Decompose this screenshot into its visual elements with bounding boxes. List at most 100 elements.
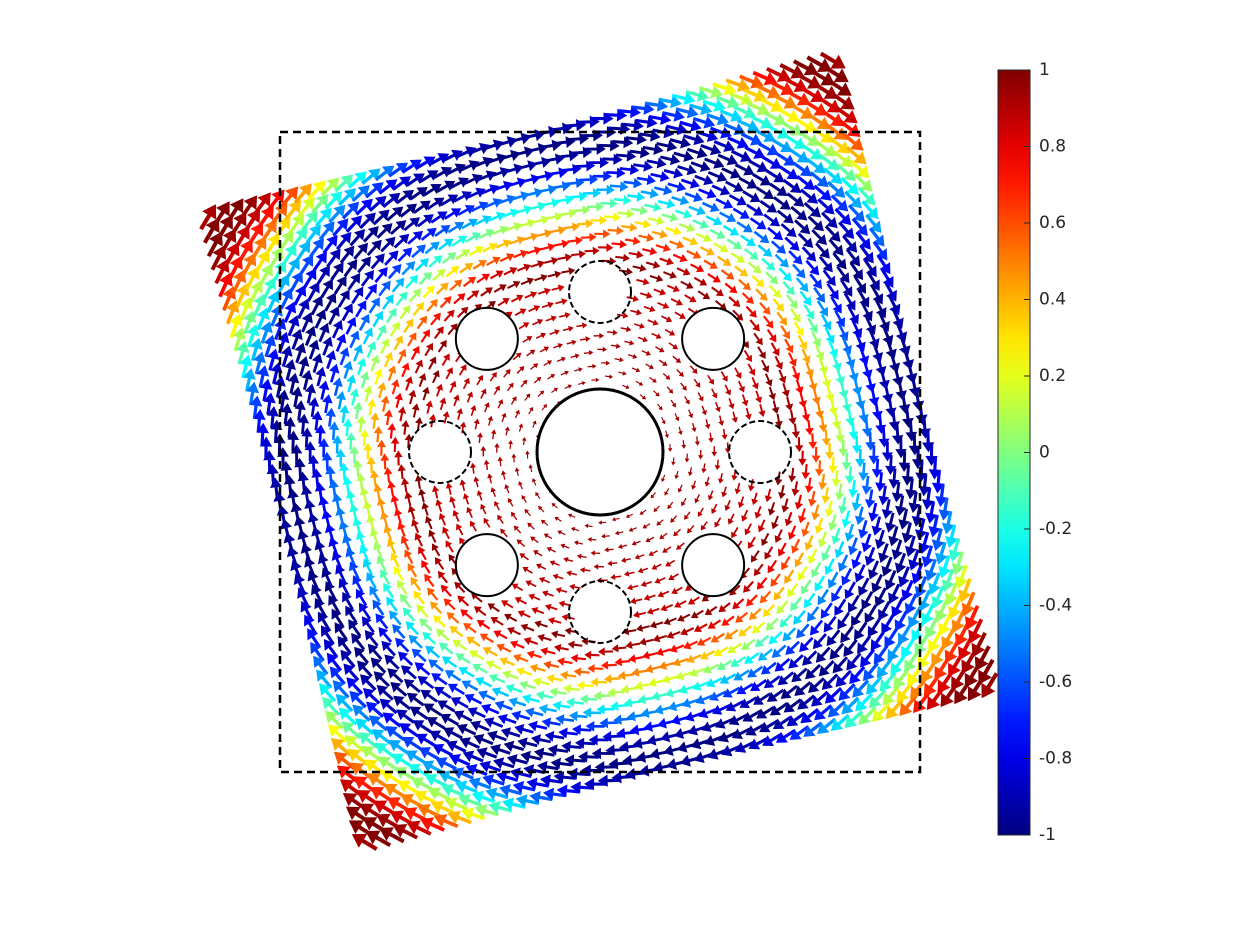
vector-arrow (528, 720, 548, 732)
vector-arrow (349, 229, 366, 247)
vector-arrow (366, 456, 376, 474)
vector-arrow (257, 205, 274, 229)
vector-arrow (888, 352, 901, 374)
vector-arrow (557, 530, 566, 536)
vector-arrow (337, 636, 352, 655)
vector-arrow (831, 527, 841, 545)
vector-arrow (670, 515, 678, 523)
vector-arrow (392, 624, 406, 640)
vector-arrow (325, 710, 344, 730)
vector-arrow (520, 379, 528, 388)
vector-arrow (621, 222, 638, 232)
vector-arrow (615, 253, 631, 262)
vector-arrow (413, 200, 431, 214)
vector-arrow (414, 790, 438, 805)
vector-arrow (785, 640, 800, 656)
vector-arrow (243, 310, 257, 335)
vector-arrow (480, 445, 487, 457)
vector-arrow (397, 651, 414, 667)
vector-arrow (444, 797, 469, 811)
vector-arrow (297, 298, 310, 320)
vector-arrow (355, 588, 368, 607)
vector-arrow (828, 340, 839, 358)
vector-arrow (616, 312, 629, 319)
vector-arrow (736, 221, 753, 233)
vector-arrow (649, 747, 671, 760)
vector-arrow (503, 369, 511, 378)
vector-arrow (786, 192, 805, 207)
vector-arrow (401, 261, 416, 276)
vector-arrow (928, 629, 943, 653)
vector-arrow (664, 488, 670, 496)
vector-arrow (584, 246, 600, 256)
vector-arrow (336, 765, 359, 784)
vector-arrow (730, 149, 752, 162)
vector-arrow (390, 681, 408, 697)
vector-arrow (368, 297, 380, 314)
vector-arrow (522, 336, 533, 343)
vector-arrow (823, 65, 849, 83)
vector-arrow (677, 484, 683, 493)
vector-arrow (620, 684, 638, 694)
vector-arrow (858, 577, 870, 597)
vector-arrow (524, 291, 538, 299)
vector-arrow (885, 698, 904, 720)
vector-arrow (432, 370, 440, 384)
vector-arrow (741, 394, 749, 407)
vector-arrow (400, 793, 425, 809)
vector-arrow (374, 742, 396, 759)
vector-arrow (462, 750, 484, 763)
vector-arrow (671, 586, 683, 594)
vector-arrow (747, 536, 756, 549)
vector-arrow (500, 727, 521, 739)
vector-arrow (246, 381, 260, 406)
vector-arrow (732, 598, 745, 610)
vector-arrow (660, 315, 673, 323)
vector-arrow (615, 150, 637, 162)
vector-arrow (816, 300, 828, 317)
vector-arrow (788, 654, 804, 669)
vector-arrow (711, 286, 724, 297)
vector-arrow (511, 583, 524, 592)
vector-arrow (711, 388, 718, 399)
vector-arrow (307, 628, 321, 649)
vector-arrow (549, 560, 560, 566)
vector-arrow (482, 774, 505, 787)
vector-arrow (528, 201, 547, 212)
vector-arrow (884, 570, 897, 591)
vector-arrow (840, 625, 854, 644)
vector-arrow (480, 388, 487, 399)
vector-arrow (697, 392, 704, 402)
vector-arrow (819, 51, 846, 69)
vector-arrow (820, 602, 833, 619)
vector-arrow (760, 97, 784, 112)
vector-arrow (411, 518, 420, 534)
vector-arrow (689, 667, 706, 677)
vector-arrow (306, 281, 320, 302)
vector-arrow (397, 521, 406, 537)
vector-arrow (755, 186, 775, 199)
vector-arrow (734, 740, 756, 753)
vector-arrow (373, 426, 383, 443)
vector-arrow (235, 283, 250, 308)
vector-arrow (834, 598, 847, 616)
vector-arrow (857, 186, 876, 206)
vector-arrow (864, 489, 876, 509)
vector-arrow (447, 810, 472, 825)
vector-arrow (834, 483, 845, 501)
vector-arrow (322, 696, 340, 716)
vector-arrow (684, 294, 697, 303)
vector-arrow (512, 352, 522, 361)
vector-arrow (684, 395, 690, 405)
vector-arrow (317, 611, 331, 631)
vector-arrow (625, 513, 634, 518)
vector-arrow (701, 201, 720, 213)
vector-arrow (528, 406, 534, 415)
vector-arrow (314, 309, 327, 329)
vector-arrow (540, 647, 556, 656)
vector-arrow (610, 343, 621, 349)
vector-arrow (867, 617, 881, 638)
vector-arrow (314, 539, 326, 560)
vector-arrow (518, 481, 523, 490)
vector-arrow (918, 474, 931, 497)
